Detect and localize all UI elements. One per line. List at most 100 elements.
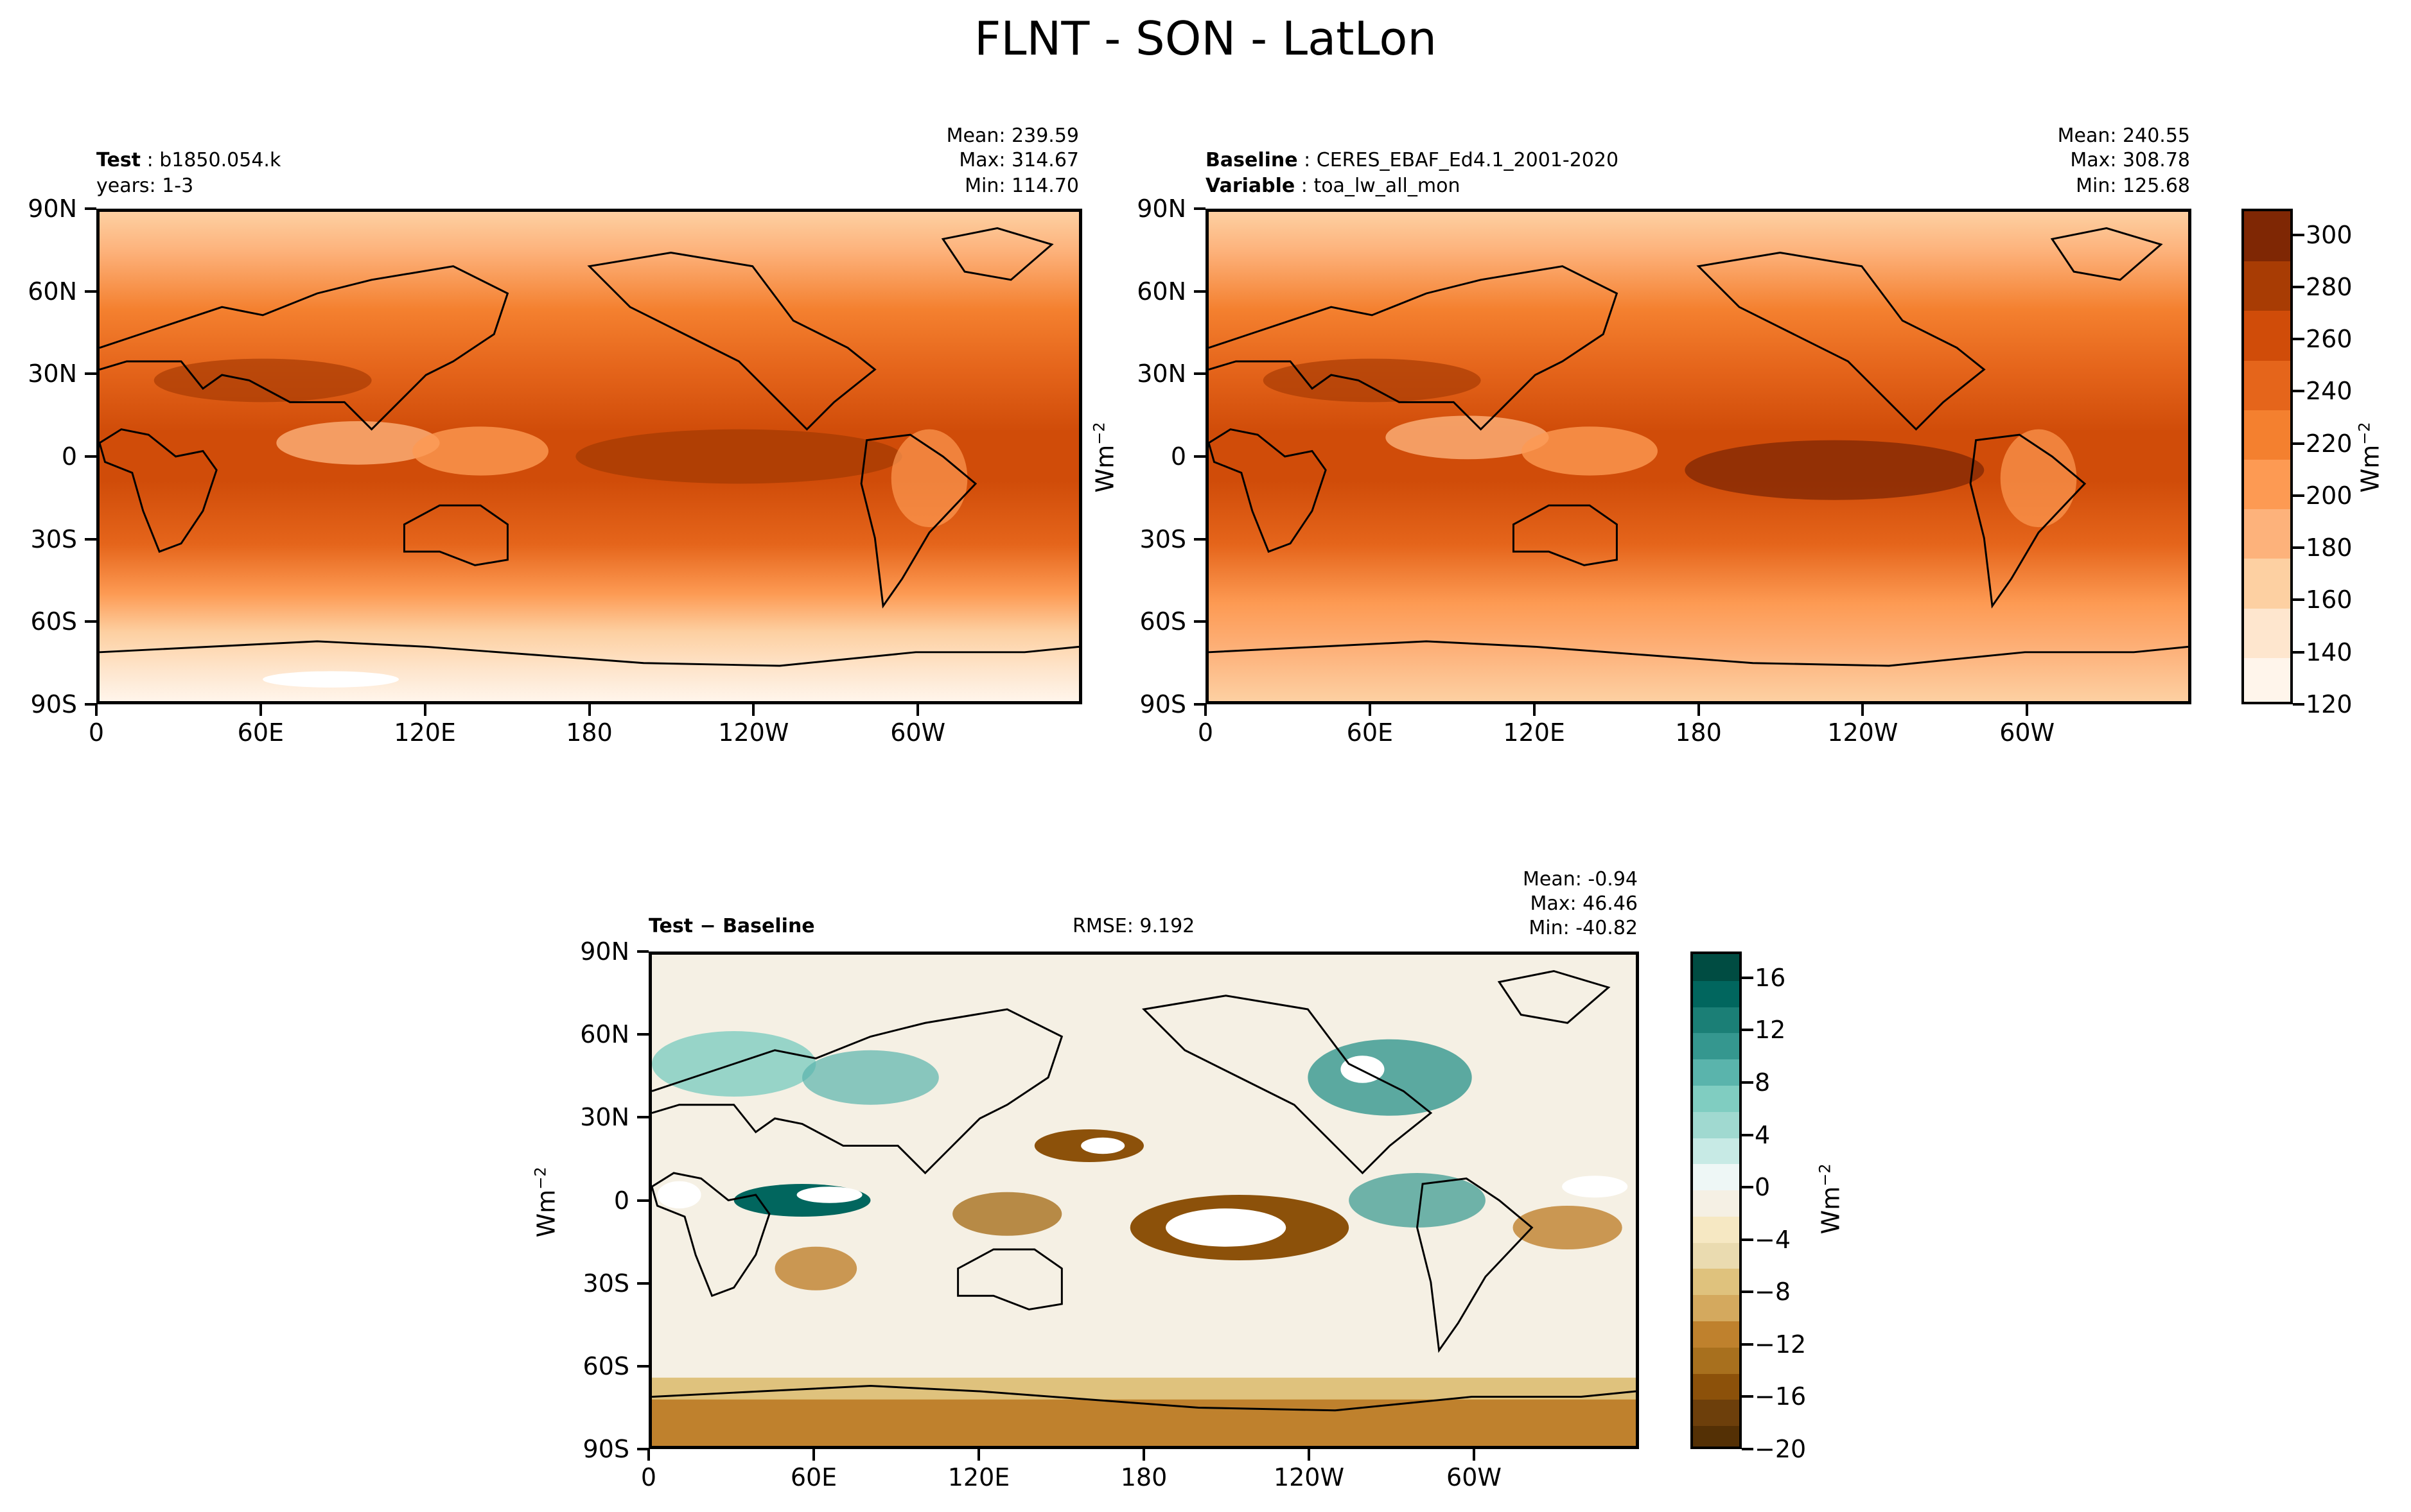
diff-lon-tick-label: 120E: [947, 1463, 1010, 1491]
diff-lat-tick-mark: [637, 1116, 649, 1119]
variable-name: toa_lw_all_mon: [1313, 175, 1460, 197]
diff-colorbar: [1690, 952, 1742, 1449]
diff-title: Test − Baseline: [649, 915, 815, 938]
colorbar-segment: [2244, 508, 2290, 559]
test-title: Test : b1850.054.k: [96, 149, 281, 172]
diff-lat-tick-label: 90S: [583, 1435, 629, 1463]
test-lat-tick-mark: [85, 455, 96, 458]
diff-units-base: Wm: [532, 1189, 561, 1238]
baseline-map-field: [1209, 212, 2188, 701]
test-lon-tick-mark: [916, 704, 920, 716]
diff-lat-tick-mark: [637, 1282, 649, 1285]
test-lon-tick-label: 120E: [394, 718, 456, 747]
baseline-variable: Variable : toa_lw_all_mon: [1206, 175, 1460, 198]
baseline-lon-tick-label: 60E: [1346, 718, 1394, 747]
baseline-lon-tick-label: 120E: [1503, 718, 1565, 747]
baseline-map: [1206, 209, 2191, 704]
test-lat-tick-label: 60S: [30, 607, 77, 636]
colorbar-tick-mark: [1742, 1081, 1753, 1084]
colorbar-tick-label: 4: [1755, 1120, 1771, 1149]
colorbar-segment: [1693, 1425, 1739, 1447]
diff-units-exp: −2: [531, 1167, 550, 1190]
baseline-lon-tick-label: 0: [1197, 718, 1214, 747]
diff-stat-max: Max: 46.46: [1530, 892, 1638, 915]
test-lon-tick-mark: [588, 704, 591, 716]
baseline-lon-tick-mark: [1368, 704, 1371, 716]
diff-lon-tick-label: 60E: [790, 1463, 837, 1491]
colorbar-tick-label: 260: [2306, 325, 2353, 354]
baseline-stat-mean: Mean: 240.55: [2057, 125, 2190, 147]
top-units-exp: −2: [1090, 422, 1109, 445]
colorbar-tick-label: −20: [1755, 1435, 1807, 1463]
baseline-lon-tick-mark: [1861, 704, 1864, 716]
diff-colorbar-units: Wm−2: [1816, 1160, 1845, 1237]
colorbar-tick-label: 12: [1755, 1016, 1786, 1045]
test-colon: :: [141, 149, 160, 171]
main-units-base: Wm: [2356, 444, 2385, 493]
baseline-lon-tick-label: 180: [1675, 718, 1722, 747]
test-lon-tick-label: 60E: [237, 718, 285, 747]
baseline-lon-tick-mark: [2026, 704, 2029, 716]
test-lon-tick-mark: [423, 704, 426, 716]
test-lat-tick-mark: [85, 620, 96, 623]
baseline-colon: :: [1297, 149, 1317, 171]
colorbar-segment: [1693, 1346, 1739, 1374]
colorbar-tick-label: 200: [2306, 481, 2353, 510]
colorbar-tick-mark: [1742, 1029, 1753, 1032]
test-lon-tick-label: 60W: [890, 718, 946, 747]
baseline-stat-max: Max: 308.78: [2070, 149, 2190, 171]
test-lon-tick-mark: [95, 704, 98, 716]
colorbar-tick-label: −12: [1755, 1330, 1807, 1359]
baseline-lat-tick-label: 0: [1170, 442, 1186, 471]
diff-lat-tick-mark: [637, 950, 649, 953]
colorbar-segment: [2244, 657, 2290, 702]
test-map-field: [100, 212, 1079, 701]
colorbar-segment: [1693, 1321, 1739, 1348]
colorbar-tick-label: 16: [1755, 963, 1786, 992]
diff-lon-tick-mark: [1308, 1449, 1310, 1461]
diff-cb-units-base: Wm: [1816, 1186, 1845, 1235]
diff-lat-tick-label: 30N: [580, 1103, 629, 1132]
test-stat-max: Max: 314.67: [959, 149, 1079, 171]
colorbar-tick-label: 160: [2306, 586, 2353, 614]
baseline-lon-tick-label: 120W: [1827, 718, 1898, 747]
colorbar-tick-mark: [2293, 650, 2304, 654]
variable-colon: :: [1295, 175, 1314, 197]
baseline-lon-tick-mark: [1697, 704, 1700, 716]
baseline-lat-tick-mark: [1194, 537, 1206, 541]
diff-lat-tick-label: 0: [613, 1186, 629, 1215]
colorbar-segment: [2244, 459, 2290, 510]
colorbar-segment: [1693, 1006, 1739, 1034]
test-stat-mean: Mean: 239.59: [946, 125, 1079, 147]
colorbar-segment: [1693, 1215, 1739, 1243]
colorbar-segment: [1693, 1084, 1739, 1112]
diff-map-field: [652, 955, 1636, 1446]
colorbar-tick-mark: [2293, 703, 2304, 706]
diff-units-label: Wm−2: [532, 1163, 561, 1240]
figure-title: FLNT - SON - LatLon: [974, 12, 1437, 65]
baseline-lon-tick-mark: [1532, 704, 1536, 716]
diff-lat-tick-label: 90N: [580, 937, 629, 966]
baseline-lat-tick-mark: [1194, 620, 1206, 623]
colorbar-tick-label: 220: [2306, 429, 2353, 458]
colorbar-tick-label: 0: [1755, 1173, 1771, 1202]
colorbar-segment: [2244, 409, 2290, 460]
colorbar-segment: [2244, 558, 2290, 609]
colorbar-tick-label: 120: [2306, 690, 2353, 718]
main-colorbar-units: Wm−2: [2356, 419, 2385, 496]
colorbar-tick-mark: [2293, 233, 2304, 236]
colorbar-tick-mark: [2293, 390, 2304, 393]
baseline-lat-tick-label: 30S: [1139, 525, 1186, 553]
diff-lon-tick-mark: [647, 1449, 650, 1461]
colorbar-segment: [1693, 1032, 1739, 1060]
colorbar-tick-mark: [1742, 1343, 1753, 1346]
baseline-lon-tick-label: 60W: [1999, 718, 2055, 747]
colorbar-tick-label: 140: [2306, 638, 2353, 666]
baseline-lat-tick-mark: [1194, 455, 1206, 458]
diff-map: [649, 952, 1639, 1449]
diff-lon-tick-label: 0: [640, 1463, 657, 1491]
test-lat-tick-mark: [85, 703, 96, 706]
colorbar-segment: [2244, 211, 2290, 262]
colorbar-segment: [2244, 310, 2290, 361]
diff-rmse: RMSE: 9.192: [1073, 915, 1195, 937]
